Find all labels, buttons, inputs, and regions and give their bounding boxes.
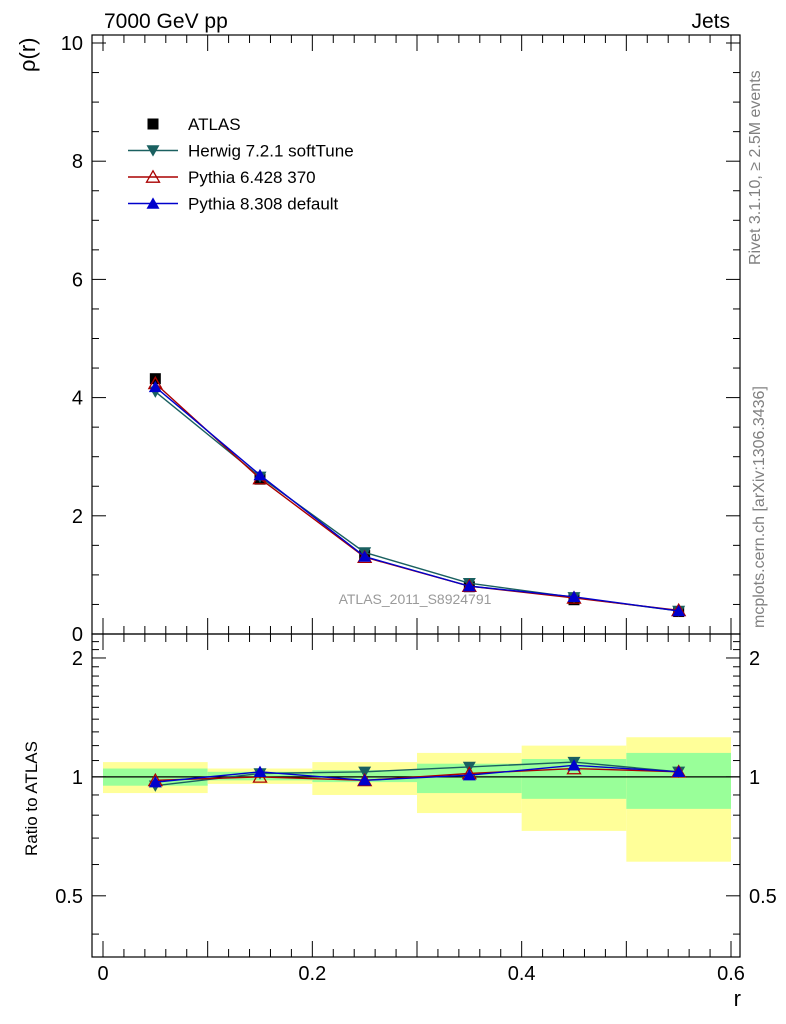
- analysis-watermark: ATLAS_2011_S8924791: [339, 591, 492, 607]
- ratio-y-tick-label-right: 0.5: [749, 886, 777, 908]
- ratio-point-pythia-8-308-default: [672, 765, 686, 778]
- series-line-herwig-7-2-1-softtune: [154, 391, 679, 612]
- main-y-tick-label: 0: [72, 624, 83, 646]
- data-point-pythia-8-308-default: [672, 604, 686, 617]
- ratio-point-pythia-8-308-default: [253, 765, 267, 778]
- data-point-pythia-8-308-default: [462, 579, 476, 592]
- ratio-point-herwig-7-2-1-softtune: [358, 766, 372, 778]
- main-y-tick-label: 8: [72, 151, 83, 173]
- ratio-line-pythia-8-308-default: [155, 764, 679, 783]
- ratio-point-pythia-8-308-default: [462, 769, 476, 781]
- series-line-pythia-8-308-default: [154, 386, 679, 612]
- uncertainty-band-stat: [626, 752, 731, 809]
- data-point-pythia-8-308-default: [148, 380, 162, 393]
- data-point-pythia-8-308-default: [253, 468, 267, 481]
- legend-marker-pythia-6-428-370: [145, 169, 161, 183]
- x-tick-label: 0.6: [717, 963, 745, 985]
- ratio-panel: 0.5 0.5 1 1 2 2 0 0.2 0.4 0.6: [55, 633, 777, 985]
- header-left-label: 7000 GeV pp: [104, 10, 228, 33]
- legend-label-pythia-8-308-default: Pythia 8.308 default: [188, 195, 339, 214]
- legend-label-atlas: ATLAS: [188, 115, 241, 134]
- legend-marker-atlas: [147, 118, 159, 130]
- x-tick-label: 0.2: [298, 963, 326, 985]
- mcplots-side-label: mcplots.cern.ch [arXiv:1306.3436]: [751, 386, 768, 628]
- legend-label-pythia-6-428-370: Pythia 6.428 370: [188, 168, 316, 187]
- data-point-pythia-8-308-default: [567, 590, 581, 602]
- ratio-y-axis-title: Ratio to ATLAS: [22, 741, 41, 856]
- main-y-tick-label: 6: [72, 269, 83, 291]
- legend-label-herwig-7-2-1-softtune: Herwig 7.2.1 softTune: [188, 142, 354, 161]
- main-y-tick-label: 2: [72, 506, 83, 528]
- ratio-point-pythia-8-308-default: [567, 759, 581, 771]
- data-point-pythia-8-308-default: [358, 550, 372, 562]
- ratio-y-tick-label: 2: [72, 648, 83, 670]
- rivet-side-label: Rivet 3.1.10, ≥ 2.5M events: [747, 70, 764, 265]
- main-y-tick-label: 10: [61, 33, 83, 55]
- ratio-y-tick-label-right: 2: [749, 648, 760, 670]
- ratio-y-tick-label-right: 1: [749, 767, 760, 789]
- x-tick-label: 0: [97, 963, 108, 985]
- x-tick-label: 0.4: [508, 963, 536, 985]
- series-line-pythia-6-428-370: [154, 382, 679, 612]
- data-point-atlas: [149, 373, 161, 385]
- ratio-line-herwig-7-2-1-softtune: [155, 761, 679, 787]
- legend: ATLAS Herwig 7.2.1 softTune Pythia 6.428 3…: [128, 115, 354, 214]
- main-y-axis-title: ρ(r): [15, 38, 40, 73]
- ratio-frame: [91, 633, 741, 958]
- ratio-y-tick-label: 1: [72, 767, 83, 789]
- ratio-point-pythia-8-308-default: [358, 774, 372, 786]
- ratio-point-pythia-8-308-default: [148, 775, 162, 788]
- ratio-y-tick-label: 0.5: [55, 886, 83, 908]
- x-axis-title: r: [734, 986, 741, 1011]
- main-y-tick-label: 4: [72, 388, 83, 410]
- ratio-line-pythia-6-428-370: [155, 767, 679, 782]
- header-right-label: Jets: [691, 10, 730, 33]
- main-panel: 0 2 4 6 8 10: [61, 33, 741, 646]
- legend-marker-pythia-8-308-default: [146, 197, 160, 209]
- legend-marker-herwig-7-2-1-softtune: [146, 145, 160, 157]
